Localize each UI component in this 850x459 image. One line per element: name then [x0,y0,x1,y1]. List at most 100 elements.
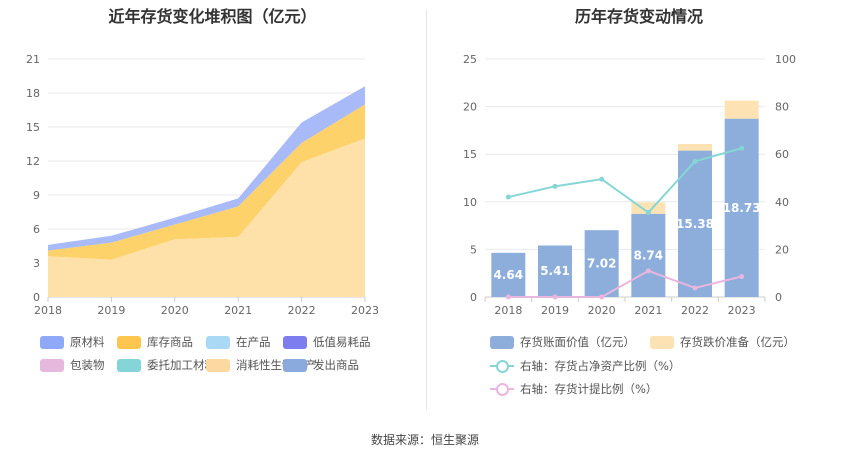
x-tick-label: 2023 [728,304,756,317]
y2-tick-label: 40 [775,196,789,209]
panel-divider [426,10,427,410]
legend-item[interactable]: 包装物 [40,357,105,373]
legend-label: 在产品 [236,335,271,349]
y-tick-label: 10 [463,196,477,209]
legend-swatch [40,358,64,372]
x-tick-label: 2022 [681,304,709,317]
y-tick-label: 0 [33,291,40,304]
legend-swatch [117,358,141,372]
line-point [692,158,698,164]
x-tick-label: 2018 [494,304,522,317]
x-tick-label: 2023 [351,304,379,317]
line-ratio-to-net-assets [508,147,742,214]
legend-swatch [490,382,514,396]
y-tick-label: 3 [33,257,40,270]
y2-tick-label: 100 [775,53,796,66]
line-point [599,294,605,300]
legend-swatch [283,358,307,372]
legend-label: 低值易耗品 [313,335,371,349]
line-point [692,285,698,291]
right-chart-title: 历年存货变动情况 [574,7,703,26]
bar-book-value [584,230,619,297]
legend-swatch [650,335,674,349]
left-chart-title: 近年存货变化堆积图（亿元） [108,7,317,26]
y-tick-label: 15 [463,148,477,161]
legend-item[interactable]: 右轴：存货计提比例（%） [490,381,657,397]
data-source-note: 数据来源：恒生聚源 [370,433,479,447]
x-tick-label: 2019 [97,304,125,317]
legend-item[interactable]: 发出商品 [283,357,359,373]
area-series-消耗性生物资产 [48,138,365,297]
legend-label: 存货跌价准备（亿元） [680,335,795,349]
legend-item[interactable]: 原材料 [40,334,105,350]
bar-impairment [678,143,712,151]
line-point [552,183,558,189]
line-point [552,294,558,300]
stacked-area-chart-panel: 近年存货变化堆积图（亿元） 0 3 6 9 12 15 18 21 2018 2019 2020 20… [0,0,425,410]
legend-item[interactable]: 低值易耗品 [283,334,371,350]
legend-item[interactable]: 右轴：存货占净资产比例（%） [490,358,680,374]
line-point [739,145,745,151]
line-point [505,294,511,300]
legend-label: 发出商品 [313,358,359,372]
y2-tick-label: 60 [775,148,789,161]
line-provision-ratio [508,269,742,298]
legend-swatch [283,335,307,349]
y-tick-label: 6 [33,223,40,236]
legend-item[interactable]: 委托加工材料 [117,357,216,373]
legend-item[interactable]: 存货跌价准备（亿元） [650,334,795,350]
inventory-bar-chart-panel: 历年存货变动情况 0 5 10 15 20 25 0 20 40 60 80 100 4.64 2018 5… [428,0,850,410]
y-tick-label: 25 [463,53,477,66]
area-series-库存商品 [48,104,365,260]
y2-tick-label: 0 [775,291,782,304]
y2-tick-label: 80 [775,101,789,114]
line-point [505,194,511,200]
legend-swatch [206,335,230,349]
legend-label: 库存商品 [147,335,193,349]
x-tick-label: 2020 [588,304,616,317]
legend-label: 包装物 [70,358,105,372]
bar-impairment [724,100,759,119]
y-tick-label: 15 [26,121,40,134]
legend-item[interactable]: 在产品 [206,334,271,350]
legend-swatch [40,335,64,349]
legend-label: 右轴：存货计提比例（%） [520,382,658,396]
y2-tick-label: 20 [775,243,789,256]
y-tick-label: 21 [26,53,40,66]
y-tick-label: 5 [470,243,477,256]
bar-data-label: 15.38 [676,217,714,231]
legend-label: 右轴：存货占净资产比例（%） [520,359,681,373]
legend-item[interactable]: 库存商品 [117,334,193,350]
legend-label: 存货账面价值（亿元） [520,335,635,349]
y-tick-label: 18 [26,87,40,100]
legend-swatch [117,335,141,349]
bar-data-label: 8.74 [634,248,664,262]
bar-book-value [631,213,666,297]
line-point [739,274,745,280]
bar-data-label: 4.64 [494,268,524,282]
legend-item[interactable]: 存货账面价值（亿元） [490,334,635,350]
x-tick-label: 2018 [34,304,62,317]
line-point [645,268,651,274]
x-tick-label: 2019 [541,304,569,317]
bar-data-label: 5.41 [540,264,570,278]
x-tick-label: 2022 [288,304,316,317]
bar-impairment [631,202,666,214]
stacked-area-chart: 0 3 6 9 12 15 18 21 2018 2019 2020 2021 2022 2023 [26,53,379,317]
bar-data-label: 18.73 [723,201,761,215]
bar-book-value [538,245,572,297]
legend-swatch [206,358,230,372]
y-tick-label: 0 [470,291,477,304]
legend-swatch [490,335,514,349]
line-point [599,176,605,182]
legend-label: 原材料 [70,335,105,349]
line-point [645,210,651,216]
legend-label: 委托加工材料 [147,358,216,372]
bar-data-label: 7.02 [587,257,617,271]
x-tick-label: 2021 [224,304,252,317]
x-tick-label: 2021 [634,304,662,317]
inventory-bar-chart: 0 5 10 15 20 25 0 20 40 60 80 100 4.64 2018 5.41 2019 7.… [463,53,796,317]
legend-swatch [490,359,514,373]
x-tick-label: 2020 [161,304,189,317]
y-tick-label: 9 [33,189,40,202]
